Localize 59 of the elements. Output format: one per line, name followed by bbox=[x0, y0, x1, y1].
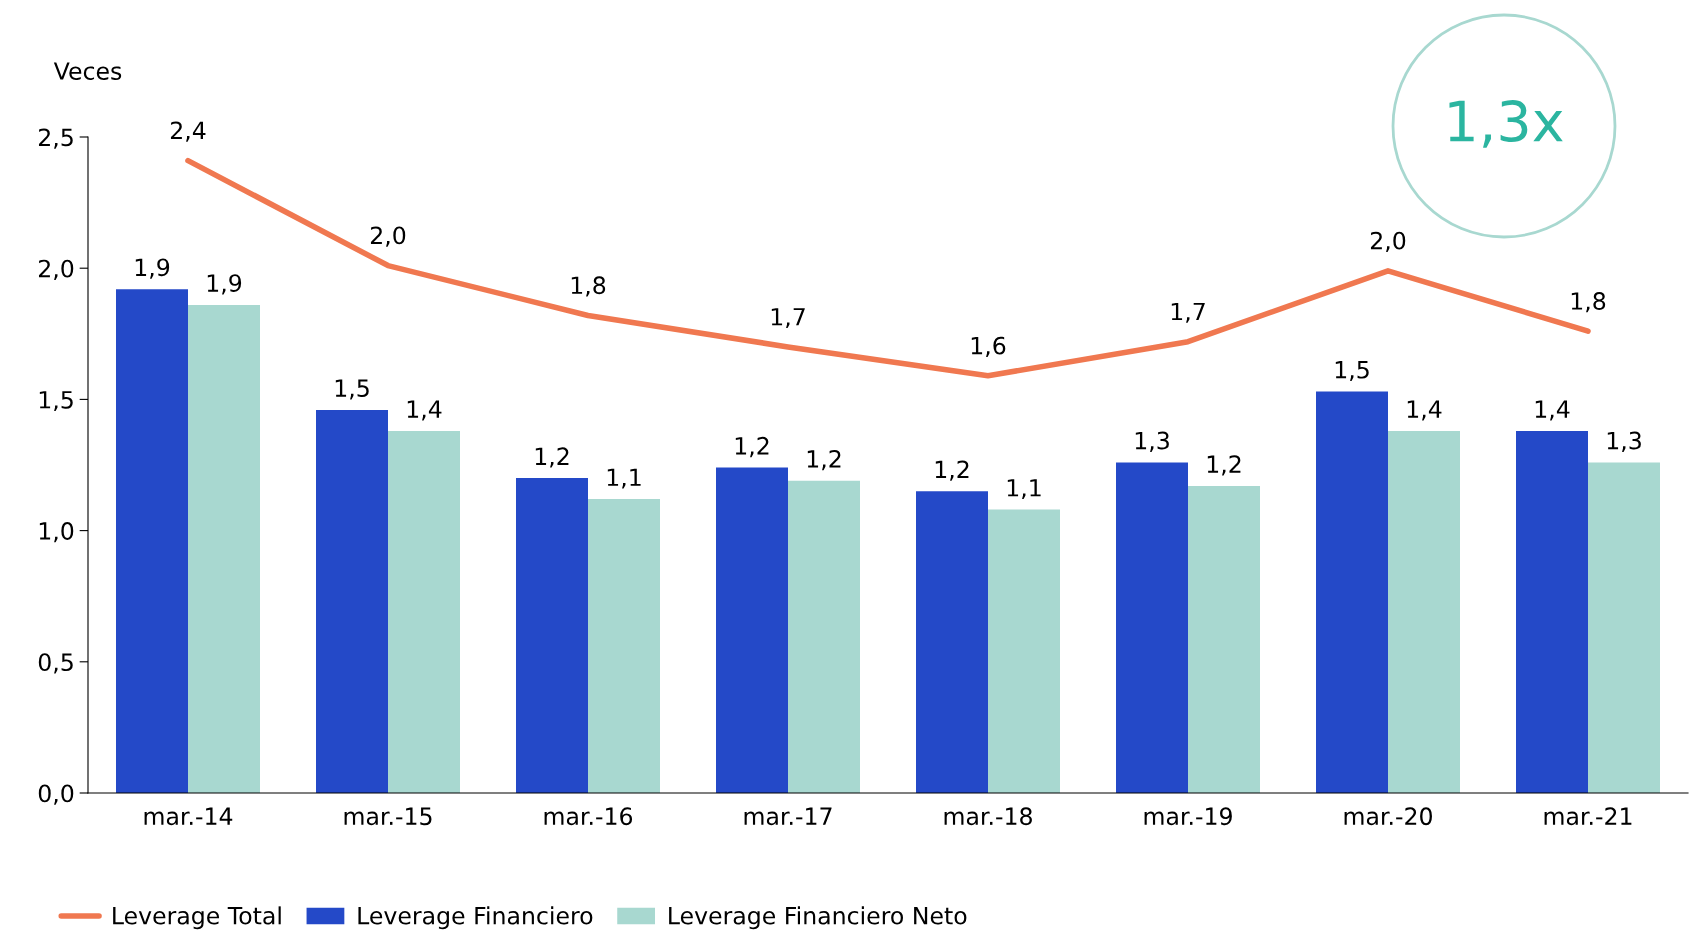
data-label: 1,8 bbox=[1571, 292, 1606, 313]
data-label: 1,6 bbox=[971, 336, 1006, 357]
data-label: 2,0 bbox=[370, 226, 406, 247]
x-tick-label: mar.-19 bbox=[1144, 807, 1232, 826]
x-tick-label: mar.-17 bbox=[744, 807, 832, 826]
data-label: 1,1 bbox=[1007, 479, 1041, 500]
x-tick-label: mar.-16 bbox=[544, 807, 633, 826]
x-tick-label: mar.-18 bbox=[944, 807, 1032, 826]
y-tick-label: 0,5 bbox=[38, 653, 73, 674]
bar bbox=[988, 509, 1060, 793]
y-tick-label: 1,5 bbox=[39, 391, 73, 412]
bar bbox=[1116, 462, 1188, 793]
bar bbox=[1316, 391, 1388, 793]
data-label: 1,7 bbox=[771, 308, 805, 329]
bar bbox=[1388, 430, 1460, 793]
bar bbox=[388, 430, 460, 793]
y-tick-label: 0,0 bbox=[38, 784, 74, 805]
data-label: 2,0 bbox=[1370, 231, 1406, 252]
data-label: 1,2 bbox=[735, 436, 769, 458]
bar bbox=[1588, 462, 1660, 793]
data-label: 1,5 bbox=[335, 379, 369, 400]
data-label: 1,5 bbox=[1335, 361, 1369, 382]
annotation: 1,3x bbox=[1449, 100, 1563, 148]
bar bbox=[1516, 430, 1588, 793]
y-tick-label: 2,5 bbox=[38, 128, 73, 149]
data-label: 1,7 bbox=[1171, 302, 1205, 323]
bar bbox=[788, 480, 860, 793]
data-label: 1,9 bbox=[207, 274, 242, 295]
bar bbox=[188, 304, 260, 793]
x-tick-label: mar.-14 bbox=[144, 807, 233, 826]
data-label: 1,1 bbox=[607, 468, 641, 489]
data-label: 1,4 bbox=[1407, 400, 1442, 421]
data-label: 1,3 bbox=[1607, 431, 1641, 452]
data-label: 1,2 bbox=[1207, 455, 1241, 476]
bar bbox=[588, 499, 660, 793]
x-tick-label: mar.-15 bbox=[344, 807, 432, 826]
y-tick-label: 1,0 bbox=[39, 522, 74, 543]
data-label: 1,8 bbox=[571, 276, 606, 297]
data-label: 1,9 bbox=[135, 258, 170, 279]
data-label: 1,2 bbox=[807, 449, 841, 471]
bar bbox=[1188, 485, 1260, 793]
y-axis-title: Veces bbox=[53, 62, 122, 80]
data-label: 1,4 bbox=[1535, 400, 1570, 421]
bar bbox=[516, 478, 588, 793]
data-label: 1,3 bbox=[1135, 431, 1169, 452]
bar bbox=[316, 409, 388, 793]
legend-label: Leverage Financiero bbox=[358, 906, 593, 930]
x-tick-label: mar.-21 bbox=[1544, 807, 1632, 826]
bar bbox=[916, 491, 988, 793]
x-tick-label: mar.-20 bbox=[1344, 807, 1432, 826]
data-label: 1,2 bbox=[535, 447, 569, 468]
data-label: 2,4 bbox=[170, 121, 206, 142]
data-label: 1,4 bbox=[407, 400, 442, 421]
bar bbox=[116, 289, 188, 793]
legend-label: Leverage Total bbox=[113, 906, 281, 930]
legend-label: Leverage Financiero Neto bbox=[669, 906, 967, 930]
y-tick-label: 2,0 bbox=[38, 259, 74, 280]
bar bbox=[716, 467, 788, 793]
data-label: 1,2 bbox=[935, 460, 969, 481]
